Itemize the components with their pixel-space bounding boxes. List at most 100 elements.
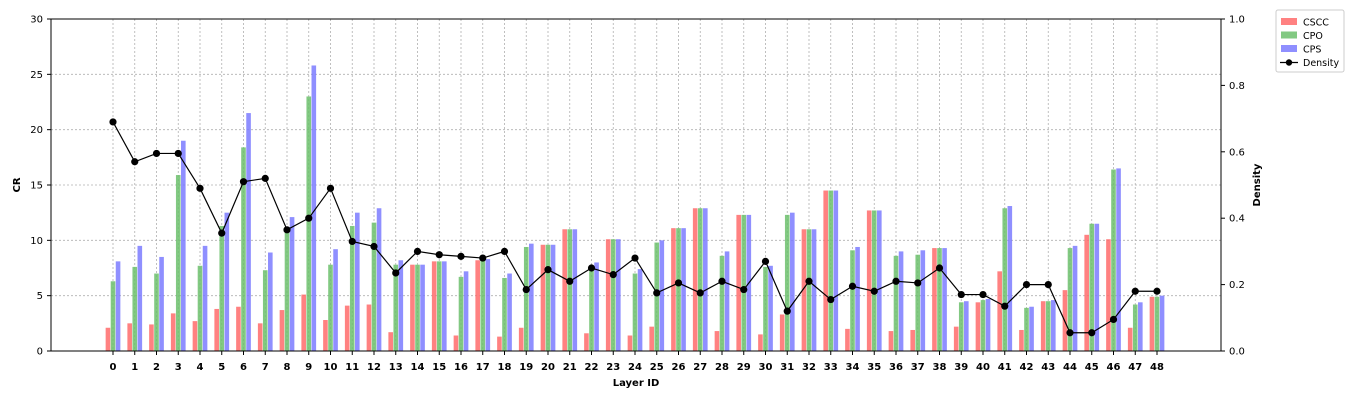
bar-cps bbox=[376, 208, 382, 351]
bar-cpo bbox=[1154, 296, 1160, 351]
density-point bbox=[522, 285, 530, 294]
bar-cpo bbox=[1089, 223, 1095, 351]
bar-cpo bbox=[132, 266, 138, 351]
bar-cpo bbox=[502, 277, 507, 351]
bar-cps bbox=[1072, 245, 1078, 351]
bar-cps bbox=[1007, 206, 1013, 351]
y-tick-label: 30 bbox=[30, 15, 43, 26]
bar-cscc bbox=[736, 214, 741, 351]
x-tick-label: 1 bbox=[131, 362, 138, 373]
x-tick-label: 47 bbox=[1128, 362, 1142, 373]
legend-label-density: Density bbox=[1303, 58, 1339, 69]
bar-cpo bbox=[349, 225, 355, 351]
density-point bbox=[740, 285, 748, 294]
x-tick-label: 2 bbox=[153, 362, 160, 373]
density-point bbox=[827, 295, 835, 304]
bar-cscc bbox=[823, 190, 828, 351]
x-tick-label: 30 bbox=[759, 362, 773, 373]
bar-cps bbox=[681, 228, 686, 351]
density-line bbox=[109, 118, 1161, 337]
bar-cscc bbox=[910, 329, 915, 351]
bar-cpo bbox=[545, 244, 551, 351]
density-point bbox=[653, 289, 661, 297]
bar-cpo bbox=[523, 246, 529, 351]
bar-cscc bbox=[953, 326, 959, 351]
density-point bbox=[892, 277, 900, 285]
x-tick-label: 31 bbox=[780, 362, 794, 373]
x-tick-label: 15 bbox=[432, 362, 446, 373]
bar-cpo bbox=[1067, 248, 1073, 351]
bar-cscc bbox=[388, 332, 393, 351]
legend-swatch-cscc bbox=[1281, 18, 1297, 25]
bar-cps bbox=[159, 256, 164, 351]
x-axis-label: Layer ID bbox=[613, 378, 660, 389]
bar-cps bbox=[529, 243, 534, 351]
bar-cscc bbox=[518, 327, 524, 351]
x-tick-label: 0 bbox=[110, 362, 117, 373]
density-point bbox=[587, 264, 596, 272]
legend-swatch-marker bbox=[1285, 59, 1293, 66]
density-point bbox=[979, 290, 987, 299]
y-tick-label: 25 bbox=[30, 70, 43, 81]
bar-cpo bbox=[850, 250, 855, 351]
bar-cps bbox=[1051, 300, 1056, 351]
x-tick-label: 18 bbox=[498, 362, 512, 373]
y2-tick-label: 0.2 bbox=[1229, 280, 1245, 291]
bars bbox=[105, 65, 1165, 351]
bar-cpo bbox=[241, 147, 246, 351]
x-tick-label: 6 bbox=[240, 362, 247, 373]
x-tick-label: 48 bbox=[1150, 362, 1164, 373]
bar-cpo bbox=[219, 225, 225, 351]
x-tick-label: 8 bbox=[284, 362, 291, 373]
legend-label-cps: CPS bbox=[1303, 45, 1321, 56]
bar-cscc bbox=[671, 228, 676, 351]
bar-cps bbox=[268, 252, 273, 351]
bar-cps bbox=[920, 250, 926, 351]
bar-cscc bbox=[1149, 296, 1155, 351]
density-point bbox=[696, 289, 704, 297]
bar-cps bbox=[420, 264, 425, 351]
bar-cps bbox=[572, 229, 578, 351]
density-point bbox=[413, 247, 422, 255]
bar-cpo bbox=[328, 264, 333, 351]
bar-cps bbox=[485, 259, 491, 351]
legend-swatch-cpo bbox=[1281, 31, 1297, 39]
bar-cscc bbox=[149, 324, 154, 351]
x-tick-label: 44 bbox=[1063, 362, 1077, 373]
bar-cscc bbox=[845, 328, 850, 351]
bar-cps bbox=[1138, 302, 1143, 351]
density-point bbox=[1022, 281, 1031, 289]
bar-cps bbox=[398, 260, 404, 351]
bar-cpo bbox=[763, 266, 768, 351]
density-point bbox=[348, 237, 356, 246]
bar-cscc bbox=[779, 314, 785, 351]
bar-cps bbox=[790, 212, 795, 351]
x-tick-label: 32 bbox=[802, 362, 816, 373]
x-tick-label: 21 bbox=[563, 362, 577, 373]
density-point bbox=[370, 242, 378, 251]
density-point bbox=[674, 279, 683, 287]
bar-cscc bbox=[410, 264, 415, 351]
x-tick-label: 24 bbox=[628, 362, 642, 373]
bar-cps bbox=[594, 262, 599, 351]
x-tick-label: 36 bbox=[889, 362, 903, 373]
density-point bbox=[435, 251, 443, 259]
bar-cps bbox=[877, 210, 882, 351]
x-tick-label: 16 bbox=[454, 362, 468, 373]
density-point bbox=[1066, 329, 1074, 337]
density-point bbox=[935, 264, 944, 272]
density-point bbox=[805, 277, 813, 285]
x-tick-label: 3 bbox=[175, 362, 182, 373]
x-tick-label: 26 bbox=[672, 362, 686, 373]
x-tick-label: 37 bbox=[911, 362, 925, 373]
bar-cps bbox=[311, 65, 317, 351]
bar-cpo bbox=[567, 229, 573, 351]
density-point bbox=[783, 307, 791, 315]
density-point bbox=[870, 287, 878, 295]
x-tick-label: 27 bbox=[693, 362, 707, 373]
x-tick-label: 9 bbox=[305, 362, 312, 373]
bar-cscc bbox=[758, 334, 763, 351]
density-point bbox=[566, 277, 574, 285]
y-tick-label: 15 bbox=[30, 181, 43, 192]
bar-cpo bbox=[784, 214, 790, 351]
